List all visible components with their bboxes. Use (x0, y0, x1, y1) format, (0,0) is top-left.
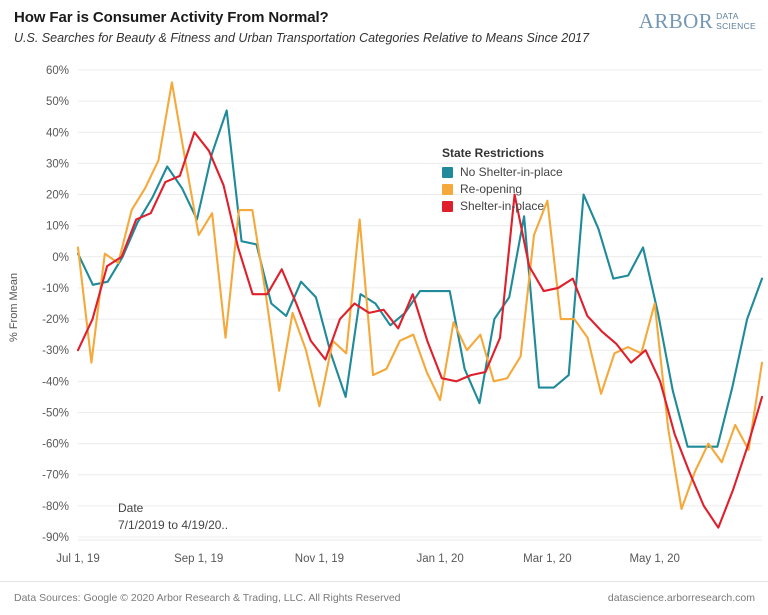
legend-item-no-shelter-in-place[interactable]: No Shelter-in-place (442, 165, 563, 179)
legend-item-re-opening[interactable]: Re-opening (442, 182, 563, 196)
y-tick-label: -50% (42, 407, 69, 419)
y-tick-label: 60% (46, 65, 69, 77)
y-tick-label: -30% (42, 345, 69, 357)
legend-swatch-icon-2 (442, 200, 453, 212)
arbor-logo: ARBOR DATA SCIENCE (639, 11, 756, 37)
y-tick-label: -70% (42, 470, 69, 482)
y-tick-label: 0% (52, 252, 69, 264)
x-tick-label: Jul 1, 19 (56, 553, 99, 565)
y-tick-label: -10% (42, 283, 69, 295)
series-line (76, 109, 764, 448)
y-tick-label: 10% (46, 221, 69, 233)
line-chart: 60% 50% 40% 30% 20% 10% 0% -10% -20% -30% -40% -50%… (42, 65, 764, 565)
legend-label-2: Shelter-in-place (460, 199, 545, 213)
footer-website: datascience.arborresearch.com (607, 592, 755, 604)
y-tick-label: -90% (42, 532, 69, 544)
legend-swatch-icon-0 (442, 166, 453, 178)
footer-data-sources: Data Sources: Google © 2020 Arbor Resear… (14, 592, 401, 604)
y-tick-label: -60% (42, 439, 69, 451)
legend-label-0: No Shelter-in-place (460, 165, 563, 179)
y-tick-label: 40% (46, 127, 69, 139)
x-tick-label: Mar 1, 20 (523, 553, 572, 565)
logo-tagline: DATA SCIENCE (716, 11, 756, 31)
y-tick-label: 50% (46, 96, 69, 108)
page-subtitle: U.S. Searches for Beauty & Fitness and U… (14, 31, 590, 45)
logo-tagline-top: DATA (716, 11, 739, 21)
date-annotation-label: Date (118, 501, 144, 515)
date-annotation: Date 7/1/2019 to 4/19/20.. (118, 501, 228, 532)
logo-wordmark: ARBOR (638, 9, 714, 33)
y-tick-label: -40% (42, 376, 69, 388)
legend: State Restrictions No Shelter-in-place R… (442, 146, 563, 216)
y-tick-label: -20% (42, 314, 69, 326)
header: How Far is Consumer Activity From Normal… (0, 0, 768, 56)
logo-tagline-bottom: SCIENCE (716, 20, 756, 31)
date-annotation-value: 7/1/2019 to 4/19/20.. (118, 518, 229, 532)
page-title: How Far is Consumer Activity From Normal… (14, 9, 329, 26)
footer: Data Sources: Google © 2020 Arbor Resear… (0, 581, 768, 615)
legend-label-1: Re-opening (460, 182, 523, 196)
legend-item-shelter-in-place[interactable]: Shelter-in-place (442, 199, 563, 213)
x-tick-label: Jan 1, 20 (416, 553, 463, 565)
x-tick-label: Nov 1, 19 (295, 553, 344, 565)
series-line (76, 131, 764, 529)
x-tick-label: May 1, 20 (629, 553, 680, 565)
legend-swatch-icon-1 (442, 183, 453, 195)
y-tick-label: 20% (46, 190, 69, 202)
series-line (76, 81, 764, 511)
x-tick-label: Sep 1, 19 (174, 553, 223, 565)
legend-title: State Restrictions (442, 146, 545, 160)
y-tick-label: -80% (42, 501, 69, 513)
chart-area: % From Mean 60% 50% 40% 30% 20% 10% 0% -10% -20%… (0, 56, 768, 581)
y-tick-label: 30% (46, 158, 69, 170)
